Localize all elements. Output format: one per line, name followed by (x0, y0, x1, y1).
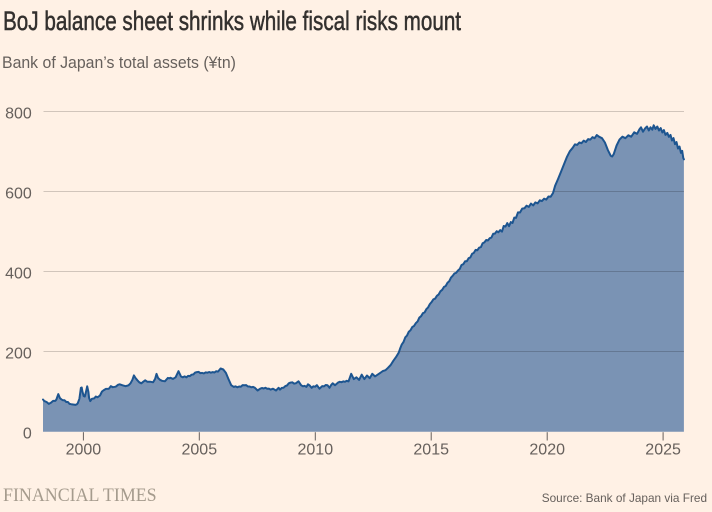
svg-text:2005: 2005 (182, 442, 218, 459)
svg-text:200: 200 (5, 345, 32, 362)
svg-text:800: 800 (5, 105, 32, 122)
svg-text:600: 600 (5, 185, 32, 202)
svg-text:2015: 2015 (413, 442, 449, 459)
svg-text:2025: 2025 (645, 442, 681, 459)
svg-text:2000: 2000 (66, 442, 102, 459)
svg-text:400: 400 (5, 265, 32, 282)
svg-text:2010: 2010 (298, 442, 334, 459)
svg-text:2020: 2020 (529, 442, 565, 459)
svg-text:0: 0 (23, 425, 32, 442)
